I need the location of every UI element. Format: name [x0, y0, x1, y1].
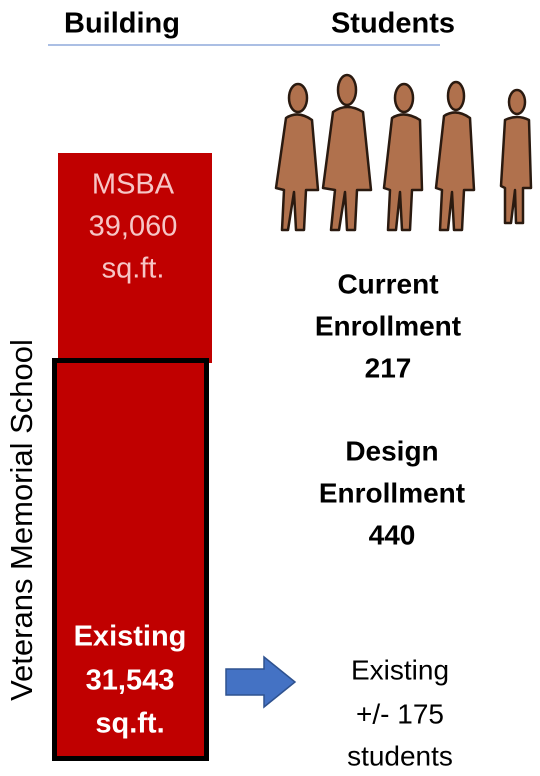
existing-text: sq.ft. [95, 708, 164, 740]
existing-students: +/- 175 [356, 698, 444, 729]
building-header: Building [64, 8, 180, 40]
msba-text: MSBA [92, 169, 175, 201]
msba-text: sq.ft. [102, 253, 165, 285]
side-label: Veterans Memorial School [4, 339, 39, 701]
current-enrollment: 217 [365, 352, 412, 383]
existing-text: 31,543 [86, 665, 175, 697]
existing-block [52, 358, 209, 761]
design-enrollment: Design [345, 435, 438, 466]
arrow [225, 655, 297, 709]
existing-text: Existing [74, 621, 187, 653]
existing-students: students [347, 740, 453, 771]
people-illustration [274, 73, 533, 232]
current-enrollment: Enrollment [315, 310, 461, 341]
students-header: Students [331, 8, 455, 40]
design-enrollment: Enrollment [319, 477, 465, 508]
msba-text: 39,060 [89, 211, 178, 243]
design-enrollment: 440 [369, 519, 416, 550]
current-enrollment: Current [337, 268, 438, 299]
msba-block [58, 153, 212, 363]
existing-students: Existing [351, 654, 449, 685]
